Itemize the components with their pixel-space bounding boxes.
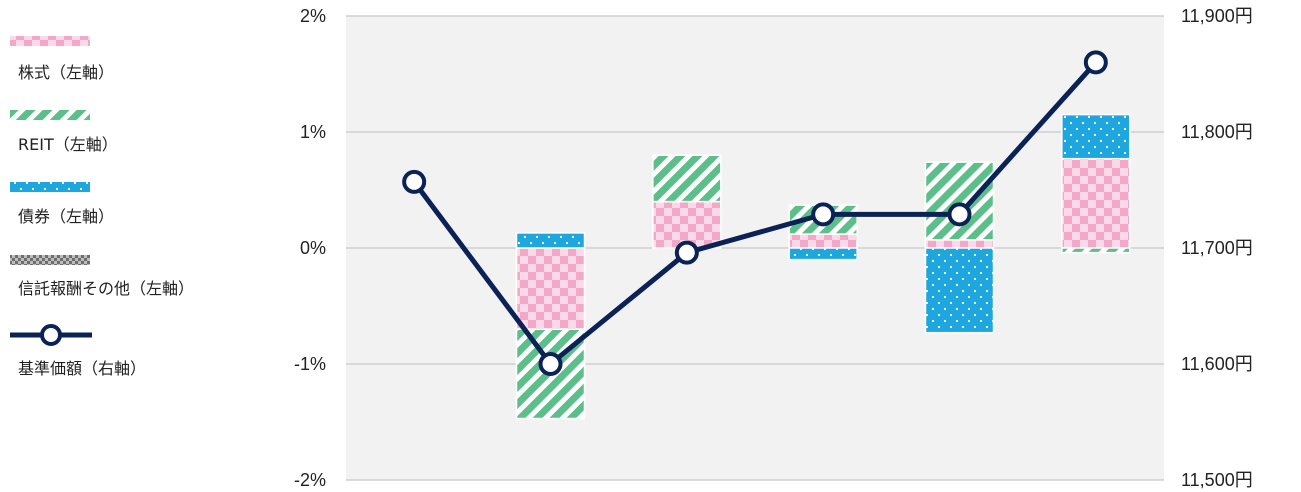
left-tick-label: 2% (300, 6, 326, 26)
bar-stock (1061, 157, 1131, 249)
bar-reit (652, 154, 722, 203)
legend-label-bond: 債券（左軸） (18, 207, 114, 226)
bar-bond (788, 247, 858, 261)
right-tick-label: 11,800円 (1181, 122, 1253, 142)
legend-swatch-fees (10, 255, 90, 265)
left-tick-label: -2% (294, 470, 326, 490)
bar-stock (924, 239, 995, 249)
left-tick-label: 0% (300, 238, 326, 258)
nav-point (811, 202, 836, 227)
left-tick-label: -1% (294, 354, 326, 374)
bar-bond (515, 232, 586, 249)
nav-point (947, 202, 972, 227)
right-tick-label: 11,900円 (1181, 6, 1253, 26)
bar-stock (652, 200, 722, 249)
nav-line (402, 50, 1108, 376)
legend-label-reit: REIT（左軸） (18, 135, 118, 154)
bar-stock (788, 233, 858, 249)
left-axis: 2% 1% 0% -1% -2% (294, 6, 326, 490)
grid-lines (346, 15, 1164, 481)
nav-point (402, 169, 427, 194)
nav-point (674, 240, 699, 265)
bar-bond (924, 247, 995, 334)
bar-reit (924, 161, 995, 241)
legend-swatch-stock (10, 36, 90, 46)
legend: 株式（左軸） REIT（左軸） 債券（左軸） 信託報酬その他（左軸） 基準価額（右軸） (10, 36, 194, 378)
legend-label-nav: 基準価額（右軸） (18, 359, 146, 378)
right-tick-label: 11,700円 (1181, 238, 1253, 258)
legend-swatch-marker (40, 324, 62, 346)
right-tick-label: 11,600円 (1181, 354, 1253, 374)
nav-point (1083, 50, 1108, 75)
bar-reit (1061, 247, 1131, 254)
bar-bond (1061, 113, 1131, 160)
right-axis: 11,900円 11,800円 11,700円 11,600円 11,500円 (1181, 6, 1253, 490)
right-tick-label: 11,500円 (1181, 470, 1253, 490)
left-tick-label: 1% (300, 122, 326, 142)
legend-swatch-reit (10, 110, 90, 120)
nav-point (538, 352, 563, 376)
legend-swatch-bond (10, 182, 90, 192)
nav-line-path (412, 60, 1098, 367)
legend-label-fees: 信託報酬その他（左軸） (18, 279, 194, 298)
legend-label-stock: 株式（左軸） (18, 63, 114, 82)
bar-stock (515, 247, 586, 330)
